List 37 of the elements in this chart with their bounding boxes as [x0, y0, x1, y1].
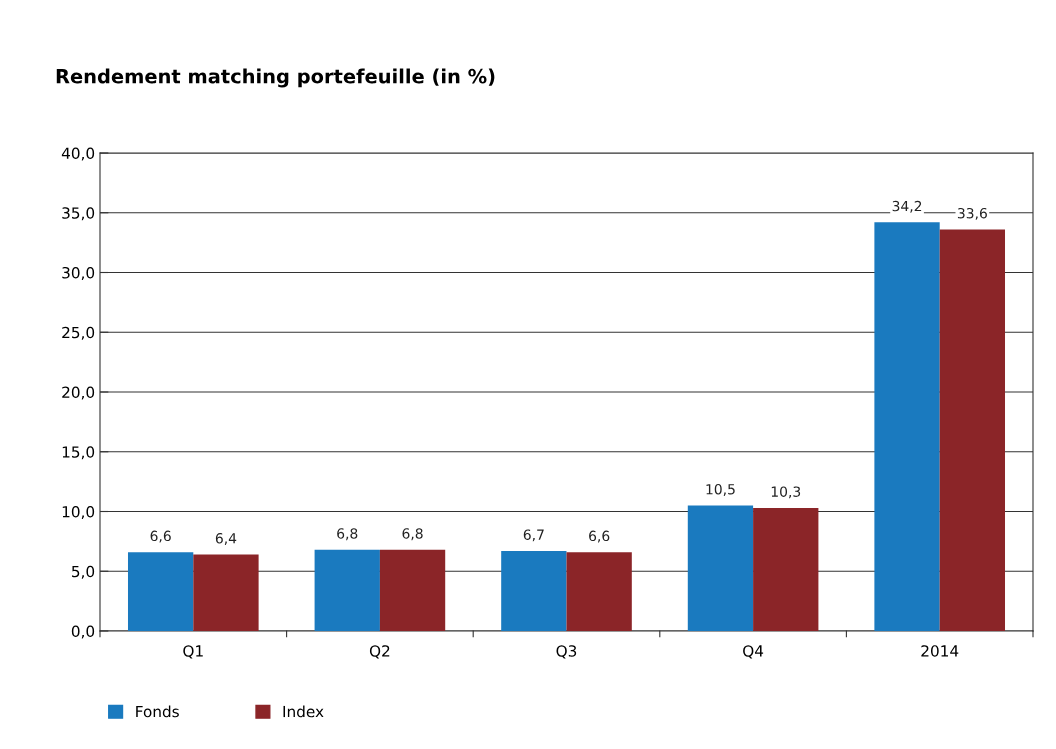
data-label: 6,4	[215, 532, 237, 545]
chart-title: Rendement matching portefeuille (in %)	[56, 68, 495, 88]
bar	[939, 229, 1006, 631]
data-label: 10,5	[706, 484, 735, 496]
legend-label: Fonds	[136, 705, 179, 718]
data-label: 33,6	[957, 207, 987, 220]
y-tick-label: 20,0	[62, 386, 95, 400]
bar	[874, 222, 940, 631]
x-tick-label: Q1	[183, 645, 203, 659]
y-tick-label: 5,0	[72, 565, 95, 579]
y-tick-label: 25,0	[62, 326, 95, 340]
y-tick-label: 15,0	[62, 446, 95, 460]
x-tick-label: Q4	[743, 645, 764, 659]
y-tick-label: 10,0	[62, 505, 95, 520]
data-label: 6,8	[402, 528, 423, 541]
x-tick-label: Q3	[556, 645, 577, 659]
x-tick-label: Q2	[369, 645, 390, 659]
bar	[127, 552, 194, 631]
bar	[314, 549, 380, 631]
bar	[379, 549, 446, 631]
bar	[566, 552, 632, 631]
data-label: 10,3	[771, 486, 801, 499]
data-label: 6,6	[589, 530, 610, 543]
bar	[753, 507, 819, 631]
legend-label: Index	[283, 705, 324, 718]
y-tick-label: 30,0	[62, 266, 95, 281]
y-tick-label: 0,0	[71, 625, 95, 639]
x-tick-label: 2014	[921, 645, 959, 657]
bar	[193, 554, 259, 631]
y-tick-label: 40,0	[61, 147, 95, 161]
bar	[687, 505, 754, 631]
y-tick-label: 35,0	[62, 207, 95, 221]
data-label: 6,8	[337, 528, 358, 541]
bar	[501, 550, 567, 631]
data-label: 6,7	[523, 529, 544, 542]
data-label: 34,2	[892, 200, 922, 213]
data-label: 6,6	[150, 530, 171, 543]
